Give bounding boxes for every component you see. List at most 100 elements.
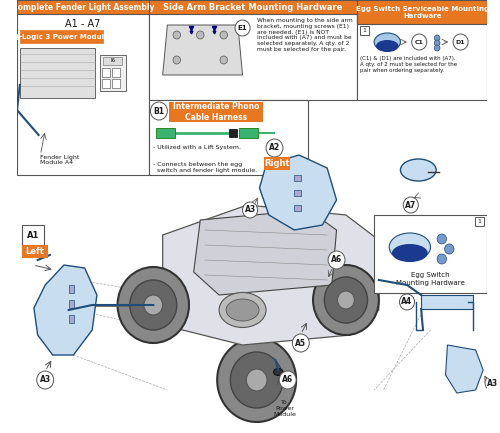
Bar	[474, 217, 484, 226]
Circle shape	[230, 352, 283, 408]
Text: Complete Fender Light Assembly: Complete Fender Light Assembly	[12, 3, 154, 12]
Circle shape	[437, 254, 446, 264]
Bar	[68, 300, 74, 308]
Text: A2: A2	[269, 143, 280, 152]
Circle shape	[150, 102, 168, 120]
Bar	[20, 30, 102, 43]
Text: A3: A3	[40, 375, 51, 385]
Circle shape	[313, 265, 379, 335]
Bar	[102, 79, 110, 88]
Circle shape	[266, 139, 283, 157]
Text: Right: Right	[264, 159, 290, 168]
Circle shape	[338, 291, 354, 309]
Bar	[264, 157, 290, 170]
Text: Left: Left	[26, 247, 44, 256]
Circle shape	[324, 277, 368, 323]
Circle shape	[434, 45, 440, 51]
Circle shape	[434, 40, 440, 46]
Bar	[294, 175, 301, 181]
Text: Egg Switch
Mounting Hardware: Egg Switch Mounting Hardware	[396, 272, 465, 285]
Circle shape	[173, 31, 180, 39]
Text: Intermediate Phono
Cable Harness: Intermediate Phono Cable Harness	[173, 102, 260, 122]
Bar	[20, 48, 95, 98]
Text: A1 - A7: A1 - A7	[65, 19, 100, 29]
Bar	[102, 68, 110, 77]
Circle shape	[118, 267, 189, 343]
Ellipse shape	[400, 159, 436, 181]
Text: (C1) & (D1) are included with (A7).
A qty. of 2 must be selected for the
pair wh: (C1) & (D1) are included with (A7). A qt…	[360, 56, 457, 73]
Bar	[170, 102, 263, 122]
Circle shape	[437, 234, 446, 244]
Text: A4: A4	[402, 297, 412, 307]
Bar	[148, 0, 357, 14]
Ellipse shape	[374, 33, 400, 51]
Text: - Connects between the egg
  switch and fender light module.: - Connects between the egg switch and fe…	[154, 162, 258, 173]
Bar	[68, 315, 74, 323]
Circle shape	[444, 244, 454, 254]
Bar	[357, 0, 487, 100]
Bar	[148, 0, 357, 100]
Bar	[112, 79, 120, 88]
Circle shape	[400, 294, 414, 310]
Circle shape	[196, 31, 204, 39]
Bar	[374, 215, 487, 293]
Polygon shape	[162, 25, 242, 75]
Bar	[156, 128, 175, 138]
Text: To
Power
Module: To Power Module	[274, 400, 296, 417]
Polygon shape	[34, 265, 97, 355]
Polygon shape	[260, 155, 336, 230]
Ellipse shape	[226, 299, 259, 321]
Circle shape	[292, 334, 310, 352]
Bar	[17, 0, 148, 14]
Bar	[22, 225, 44, 245]
Circle shape	[235, 20, 250, 36]
Text: C1: C1	[415, 39, 424, 45]
Polygon shape	[162, 205, 379, 345]
Bar	[104, 57, 122, 65]
Bar	[112, 68, 120, 77]
Bar	[68, 285, 74, 293]
Polygon shape	[194, 210, 336, 295]
Text: Q-Logic 3 Power Module: Q-Logic 3 Power Module	[13, 33, 109, 39]
Circle shape	[412, 34, 427, 50]
Bar	[421, 295, 473, 309]
Text: A5: A5	[296, 339, 306, 348]
Ellipse shape	[389, 233, 430, 261]
Bar	[17, 0, 148, 175]
Text: E1: E1	[238, 25, 248, 31]
Bar	[239, 128, 258, 138]
Circle shape	[130, 280, 177, 330]
Circle shape	[404, 197, 418, 213]
Bar	[360, 26, 370, 35]
Text: Fender Light
Module A4: Fender Light Module A4	[40, 155, 80, 165]
Bar	[230, 129, 237, 137]
Text: Egg Switch Serviceable Mounting
Hardware: Egg Switch Serviceable Mounting Hardware	[356, 6, 488, 19]
Text: 1: 1	[363, 28, 366, 33]
Text: A6: A6	[282, 375, 293, 385]
Bar	[100, 55, 126, 91]
Polygon shape	[446, 345, 483, 393]
Circle shape	[217, 338, 296, 422]
Ellipse shape	[392, 244, 428, 262]
Circle shape	[328, 251, 345, 269]
Circle shape	[279, 371, 296, 389]
Text: Side Arm Bracket Mounting Hardware: Side Arm Bracket Mounting Hardware	[163, 3, 342, 12]
Ellipse shape	[219, 293, 266, 327]
Text: A7: A7	[405, 200, 416, 210]
Text: A1: A1	[27, 230, 39, 239]
Circle shape	[220, 31, 228, 39]
Text: A3: A3	[487, 378, 498, 388]
Text: I6: I6	[110, 58, 116, 64]
Bar	[294, 190, 301, 196]
Ellipse shape	[376, 40, 398, 52]
Circle shape	[36, 371, 54, 389]
Text: A3: A3	[244, 206, 256, 214]
Circle shape	[434, 35, 440, 41]
Ellipse shape	[274, 368, 283, 375]
Bar	[294, 205, 301, 211]
Circle shape	[144, 295, 163, 315]
Text: 1: 1	[478, 219, 482, 224]
Circle shape	[220, 56, 228, 64]
Text: - Utilized with a Lift System.: - Utilized with a Lift System.	[154, 145, 242, 151]
Circle shape	[246, 369, 267, 391]
